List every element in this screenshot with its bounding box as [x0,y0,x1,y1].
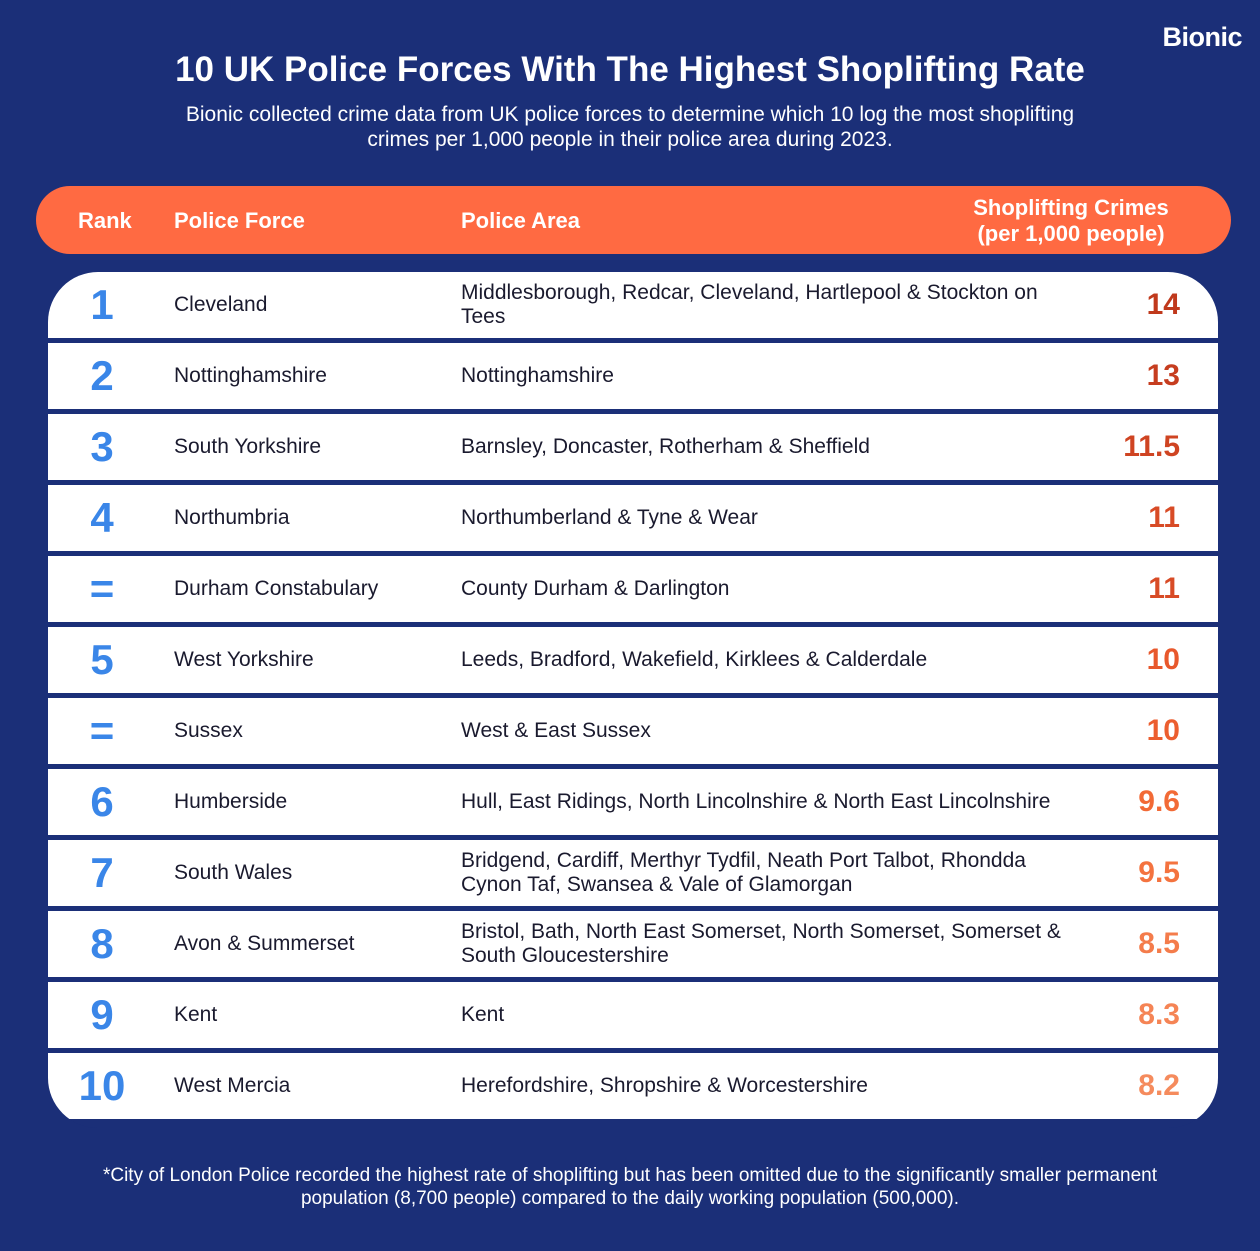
police-force-cell: Humberside [174,790,288,813]
police-area-cell: Northumberland & Tyne & Wear [461,506,758,529]
ranking-table: 1 Cleveland Middlesborough, Redcar, Clevel… [48,272,1218,1128]
rank-cell: 2 [90,352,114,399]
table-row: 10 West Mercia Herefordshire, Shropshire &… [48,1053,1218,1119]
header-rate-line2: (per 1,000 people) [977,221,1165,246]
shoplifting-rate-cell: 10 [1146,643,1180,676]
police-area-cell: Leeds, Bradford, Wakefield, Kirklees & C… [461,648,928,671]
shoplifting-rate-cell: 10 [1146,714,1180,747]
police-area-cell: Bristol, Bath, North East Somerset, Nort… [461,920,1061,967]
rank-cell: 7 [90,849,114,896]
police-force-cell: Cleveland [174,293,268,316]
rank-cell: 1 [90,281,114,328]
shoplifting-rate-cell: 8.3 [1138,998,1180,1031]
table-row: = Sussex West & East Sussex 10 [48,698,1218,764]
police-area-cell: Bridgend, Cardiff, Merthyr Tydfil, Neath… [461,849,1026,896]
police-force-cell: Sussex [174,719,243,742]
shoplifting-rate-cell: 8.2 [1138,1069,1180,1102]
police-force-cell: Durham Constabulary [174,577,379,600]
police-area-cell: Middlesborough, Redcar, Cleveland, Hartl… [461,281,1038,328]
table-row: 8 Avon & Summerset Bristol, Bath, North Ea… [48,911,1218,977]
shoplifting-rate-cell: 11 [1148,572,1180,605]
police-force-cell: South Yorkshire [174,435,322,458]
header-police-area: Police Area [461,208,581,233]
footnote: *City of London Police recorded the high… [102,1165,1158,1209]
shoplifting-rate-cell: 13 [1146,359,1180,392]
police-force-cell: Northumbria [174,506,290,529]
table-row: 6 Humberside Hull, East Ridings, North Lin… [48,769,1218,835]
page-title: 10 UK Police Forces With The Highest Sho… [175,50,1085,89]
table-header: Rank Police Force Police Area Shopliftin… [36,186,1231,254]
police-area-cell: Hull, East Ridings, North Lincolnshire &… [461,790,1051,813]
shoplifting-rate-cell: 8.5 [1138,927,1180,960]
table-row: 7 South Wales Bridgend, Cardiff, Merthyr T… [48,840,1218,906]
rank-cell: 5 [90,636,114,683]
police-force-cell: Kent [174,1003,218,1026]
shoplifting-rate-cell: 14 [1146,288,1180,321]
brand-logo: Bionic [1162,22,1242,52]
police-area-cell: West & East Sussex [461,719,651,742]
header-police-force: Police Force [174,208,305,233]
rank-cell: 8 [90,920,114,967]
table-row: 1 Cleveland Middlesborough, Redcar, Clevel… [48,272,1218,338]
table-row: 9 Kent Kent 8.3 [48,982,1218,1048]
table-row: 4 Northumbria Northumberland & Tyne & Wear… [48,485,1218,551]
police-force-cell: South Wales [174,861,293,884]
police-force-cell: Nottinghamshire [174,364,327,387]
shoplifting-rate-cell: 11.5 [1123,430,1180,463]
rank-cell: 3 [90,423,114,470]
rank-cell: 10 [78,1062,126,1109]
rank-cell: 9 [90,991,114,1038]
table-row: = Durham Constabulary County Durham & Darl… [48,556,1218,622]
rank-cell: = [89,565,115,612]
shoplifting-rate-cell: 11 [1148,501,1180,534]
police-force-cell: West Yorkshire [174,648,314,671]
table-row: 3 South Yorkshire Barnsley, Doncaster, Rot… [48,414,1218,480]
police-area-cell: County Durham & Darlington [461,577,730,600]
header-rate-line1: Shoplifting Crimes [973,195,1169,220]
police-force-cell: West Mercia [174,1074,291,1097]
header-shoplifting-rate: Shoplifting Crimes (per 1,000 people) [941,195,1201,247]
subtitle: Bionic collected crime data from UK poli… [185,103,1075,151]
police-area-cell: Barnsley, Doncaster, Rotherham & Sheffie… [461,435,870,458]
police-area-cell: Herefordshire, Shropshire & Worcestershi… [461,1074,868,1097]
table-row: 5 West Yorkshire Leeds, Bradford, Wakefiel… [48,627,1218,693]
rank-cell: 6 [90,778,114,825]
table-row: 2 Nottinghamshire Nottinghamshire 13 [48,343,1218,409]
rank-cell: = [89,707,115,754]
shoplifting-rate-cell: 9.6 [1138,785,1180,818]
police-area-cell: Nottinghamshire [461,364,614,387]
police-area-cell: Kent [461,1003,505,1026]
header-rank: Rank [78,208,132,233]
shoplifting-rate-cell: 9.5 [1138,856,1180,889]
police-force-cell: Avon & Summerset [174,932,355,955]
rank-cell: 4 [90,494,114,541]
